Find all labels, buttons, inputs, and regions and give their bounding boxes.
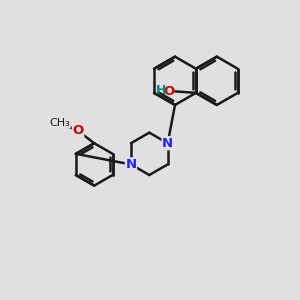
Text: O: O [72,124,84,137]
Text: CH₃: CH₃ [50,118,70,128]
Text: H: H [155,84,166,97]
Text: O: O [163,85,175,98]
Text: N: N [125,158,136,171]
Text: N: N [162,137,173,150]
